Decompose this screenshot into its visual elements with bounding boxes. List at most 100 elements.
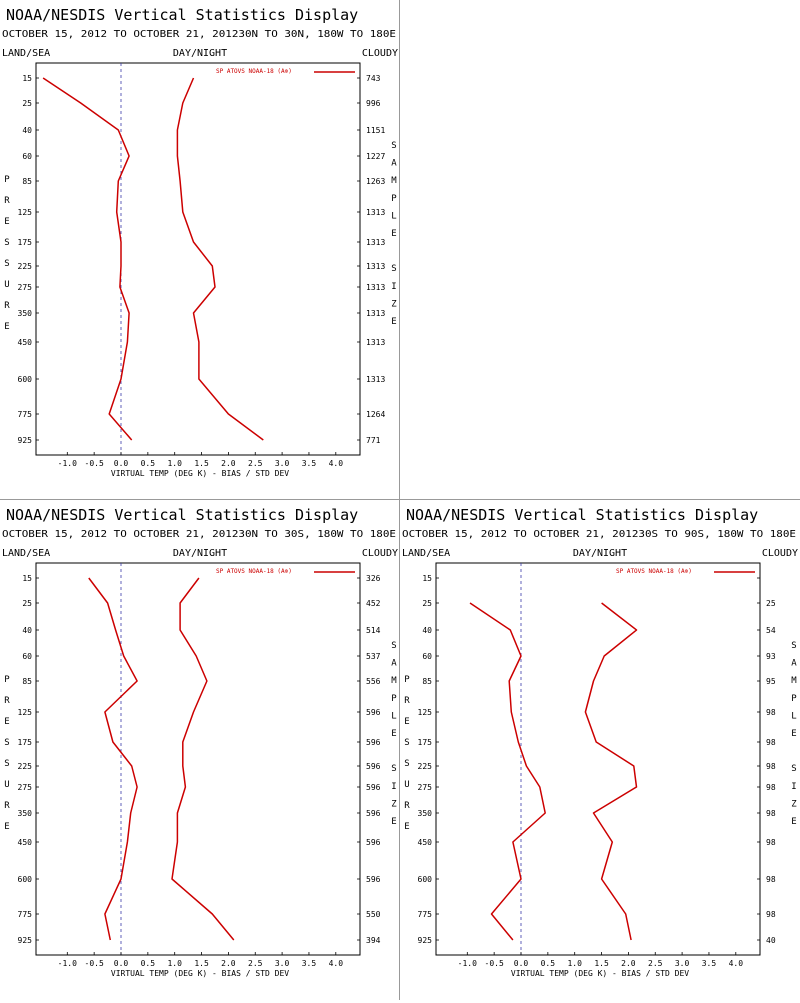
sample-size-label: 514 bbox=[366, 626, 381, 635]
plot-frame bbox=[35, 62, 361, 456]
pressure-tick-label: 275 bbox=[18, 783, 33, 792]
sample-size-label: 1313 bbox=[366, 262, 385, 271]
pressure-tick-label: 175 bbox=[18, 238, 33, 247]
pressure-tick-label: 925 bbox=[18, 936, 33, 945]
sample-size-label: 98 bbox=[766, 762, 776, 771]
vertical-stats-chart: NOAA/NESDIS Vertical Statistics Display O… bbox=[2, 6, 398, 478]
pressure-tick-label: 225 bbox=[418, 762, 433, 771]
x-tick-label: 0.5 bbox=[141, 459, 156, 468]
date-region-label: OCTOBER 15, 2012 TO OCTOBER 21, 201230N … bbox=[2, 529, 396, 540]
sample-size-label: 1313 bbox=[366, 283, 385, 292]
sample-size-label: 1151 bbox=[366, 126, 385, 135]
x-tick-label: -0.5 bbox=[85, 459, 104, 468]
land-sea-header: LAND/SEA bbox=[2, 548, 50, 559]
sample-size-label: 326 bbox=[366, 574, 381, 583]
sample-size-label: 1264 bbox=[366, 410, 385, 419]
day-night-header: DAY/NIGHT bbox=[573, 548, 627, 559]
pressure-tick-label: 350 bbox=[18, 309, 33, 318]
pressure-tick-label: 125 bbox=[18, 708, 33, 717]
x-tick-label: 3.0 bbox=[275, 459, 290, 468]
pressure-tick-label: 225 bbox=[18, 762, 33, 771]
sample-size-label: 40 bbox=[766, 936, 776, 945]
pressure-tick-label: 175 bbox=[418, 738, 433, 747]
sample-size-label: 98 bbox=[766, 910, 776, 919]
pressure-tick-label: 85 bbox=[422, 677, 432, 686]
sample-size-label: 394 bbox=[366, 936, 381, 945]
pressure-tick-label: 275 bbox=[18, 283, 33, 292]
pressure-tick-label: 40 bbox=[422, 626, 432, 635]
x-tick-label: 2.0 bbox=[621, 959, 636, 968]
pressure-tick-label: 450 bbox=[418, 838, 433, 847]
pressure-tick-label: 85 bbox=[22, 677, 32, 686]
x-tick-label: 0.0 bbox=[114, 959, 129, 968]
sample-size-label: 98 bbox=[766, 783, 776, 792]
sample-size-label: 556 bbox=[366, 677, 381, 686]
pressure-tick-label: 125 bbox=[18, 208, 33, 217]
sample-size-label: 1313 bbox=[366, 338, 385, 347]
sample-size-label: 25 bbox=[766, 599, 776, 608]
series-line-std-dev bbox=[176, 77, 264, 441]
plot-frame bbox=[35, 562, 361, 956]
x-tick-label: 3.0 bbox=[675, 959, 690, 968]
pressure-tick-label: 775 bbox=[418, 910, 433, 919]
x-tick-label: -1.0 bbox=[58, 459, 77, 468]
sample-size-label: 1313 bbox=[366, 238, 385, 247]
x-tick-label: 4.0 bbox=[329, 959, 344, 968]
x-tick-label: 0.5 bbox=[141, 959, 156, 968]
sample-size-label: 1313 bbox=[366, 309, 385, 318]
vertical-stats-chart: NOAA/NESDIS Vertical Statistics Display O… bbox=[402, 506, 798, 978]
plot-frame bbox=[435, 562, 761, 956]
series-line-bias bbox=[88, 577, 138, 941]
x-tick-label: 4.0 bbox=[729, 959, 744, 968]
x-tick-label: 1.5 bbox=[194, 459, 209, 468]
x-axis-label: VIRTUAL TEMP (DEG K) - BIAS / STD DEV bbox=[111, 469, 289, 478]
sample-size-label: 743 bbox=[366, 74, 381, 83]
pressure-tick-label: 600 bbox=[18, 375, 33, 384]
sample-size-label: 98 bbox=[766, 838, 776, 847]
series-line-std-dev bbox=[171, 577, 235, 941]
x-tick-label: 2.5 bbox=[248, 959, 263, 968]
pressure-tick-label: 125 bbox=[418, 708, 433, 717]
sample-size-label: 596 bbox=[366, 875, 381, 884]
x-tick-label: 3.5 bbox=[302, 459, 317, 468]
x-tick-label: 1.5 bbox=[594, 959, 609, 968]
sample-size-label: 54 bbox=[766, 626, 776, 635]
pressure-tick-label: 25 bbox=[22, 99, 32, 108]
horizontal-divider bbox=[0, 499, 800, 500]
legend-label: SP ATOVS NOAA-18 (A⊗) bbox=[616, 568, 692, 575]
x-tick-label: -0.5 bbox=[85, 959, 104, 968]
cloudy-header: CLOUDY bbox=[362, 548, 398, 559]
cloudy-header: CLOUDY bbox=[762, 548, 798, 559]
pressure-tick-label: 175 bbox=[18, 738, 33, 747]
pressure-tick-label: 60 bbox=[22, 152, 32, 161]
pressure-tick-label: 15 bbox=[422, 574, 432, 583]
day-night-header: DAY/NIGHT bbox=[173, 48, 227, 59]
sample-size-label: 1313 bbox=[366, 375, 385, 384]
sample-size-label: 596 bbox=[366, 762, 381, 771]
land-sea-header: LAND/SEA bbox=[402, 548, 450, 559]
chart-title: NOAA/NESDIS Vertical Statistics Display bbox=[6, 506, 358, 524]
sample-size-label: 1313 bbox=[366, 208, 385, 217]
sample-size-label: 550 bbox=[366, 910, 381, 919]
x-tick-label: 1.5 bbox=[194, 959, 209, 968]
pressure-tick-label: 15 bbox=[22, 574, 32, 583]
chart-title: NOAA/NESDIS Vertical Statistics Display bbox=[406, 506, 758, 524]
x-axis-label: VIRTUAL TEMP (DEG K) - BIAS / STD DEV bbox=[111, 969, 289, 978]
sample-size-label: 98 bbox=[766, 738, 776, 747]
pressure-tick-label: 600 bbox=[418, 875, 433, 884]
pressure-tick-label: 275 bbox=[418, 783, 433, 792]
x-tick-label: -1.0 bbox=[58, 959, 77, 968]
sample-size-label: 1227 bbox=[366, 152, 385, 161]
sample-size-label: 1263 bbox=[366, 177, 385, 186]
sample-size-label: 771 bbox=[366, 436, 381, 445]
pressure-tick-label: 40 bbox=[22, 126, 32, 135]
x-tick-label: 2.0 bbox=[221, 459, 236, 468]
x-tick-label: 0.0 bbox=[514, 959, 529, 968]
pressure-tick-label: 600 bbox=[18, 875, 33, 884]
sample-size-label: 596 bbox=[366, 738, 381, 747]
sample-size-label: 596 bbox=[366, 708, 381, 717]
